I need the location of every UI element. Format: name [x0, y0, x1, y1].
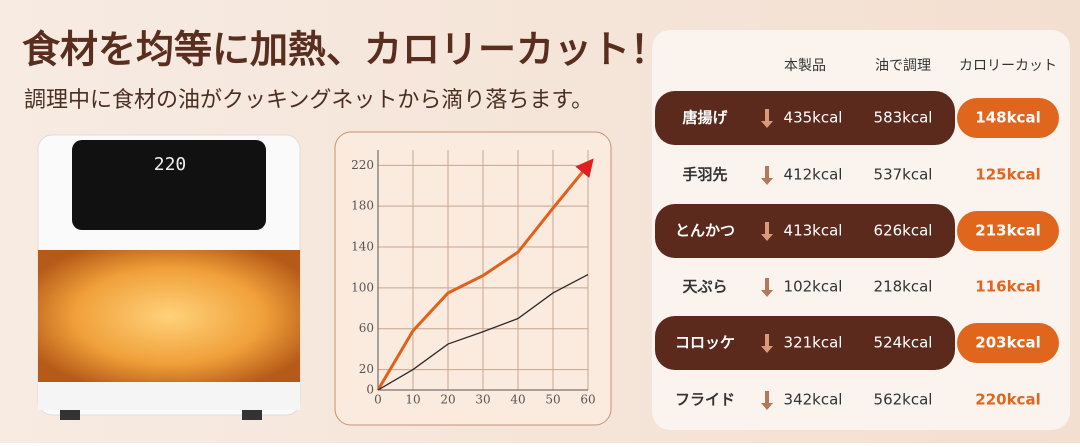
- series-line: [377, 274, 589, 391]
- x-tick-label: 20: [440, 393, 455, 407]
- cell: 342kcal: [784, 391, 843, 409]
- row-header: 手羽先: [682, 166, 727, 184]
- cell: 413kcal: [784, 222, 843, 240]
- x-tick-label: 60: [580, 393, 595, 407]
- column-header: 本製品: [784, 58, 826, 74]
- cell: 203kcal: [975, 334, 1040, 352]
- cell: 116kcal: [975, 278, 1040, 296]
- row-band: [655, 91, 955, 145]
- row-band: [655, 316, 955, 370]
- column-header: カロリーカット: [959, 58, 1057, 74]
- cell: 102kcal: [784, 278, 843, 296]
- cell: 125kcal: [975, 166, 1040, 184]
- row-header: コロッケ: [675, 334, 735, 352]
- down-arrow: [761, 391, 773, 410]
- x-tick-label: 50: [545, 393, 560, 407]
- y-tick-label: 220: [351, 158, 374, 172]
- y-tick-label: 140: [351, 240, 374, 254]
- column-header: 油で調理: [875, 58, 931, 74]
- y-tick-label: 20: [359, 362, 374, 376]
- x-tick-label: 30: [475, 393, 490, 407]
- row-band: [655, 204, 955, 258]
- down-arrow: [761, 109, 773, 128]
- display: 220: [154, 154, 187, 175]
- subtitle: 調理中に食材の油がクッキングネットから滴り落ちます。: [24, 88, 593, 113]
- y-tick-label: 60: [359, 321, 374, 335]
- down-arrow: [761, 222, 773, 241]
- x-tick-label: 0: [374, 393, 382, 407]
- cell: 218kcal: [874, 278, 933, 296]
- cell: 626kcal: [874, 222, 933, 240]
- cut-cell: [957, 98, 1059, 138]
- cell: 583kcal: [874, 109, 933, 127]
- y-tick-label: 100: [351, 280, 374, 294]
- chart-panel: [334, 131, 612, 426]
- y-tick-label: 0: [366, 383, 374, 397]
- cell: 213kcal: [975, 222, 1040, 240]
- cell: 412kcal: [784, 166, 843, 184]
- cell: 562kcal: [874, 391, 933, 409]
- x-tick-label: 10: [405, 393, 420, 407]
- cell: 148kcal: [975, 109, 1040, 127]
- series-line: [376, 158, 594, 391]
- row-header: 天ぷら: [682, 278, 727, 296]
- cell: 524kcal: [874, 334, 933, 352]
- cut-cell: [957, 211, 1059, 251]
- y-tick-label: 180: [351, 199, 374, 213]
- down-arrow: [761, 334, 773, 353]
- cell: 220kcal: [975, 391, 1040, 409]
- x-tick-label: 40: [510, 393, 525, 407]
- row-header: 唐揚げ: [682, 109, 728, 127]
- down-arrow: [761, 278, 773, 297]
- air-fryer: 220: [37, 134, 301, 420]
- title: 食材を均等に加熱、カロリーカット！: [22, 28, 668, 72]
- cell: 435kcal: [784, 109, 843, 127]
- row-header: とんかつ: [675, 222, 735, 240]
- cell: 537kcal: [874, 166, 933, 184]
- down-arrow: [761, 166, 773, 185]
- cut-cell: [957, 323, 1059, 363]
- cell: 321kcal: [784, 334, 843, 352]
- row-header: フライド: [675, 391, 735, 409]
